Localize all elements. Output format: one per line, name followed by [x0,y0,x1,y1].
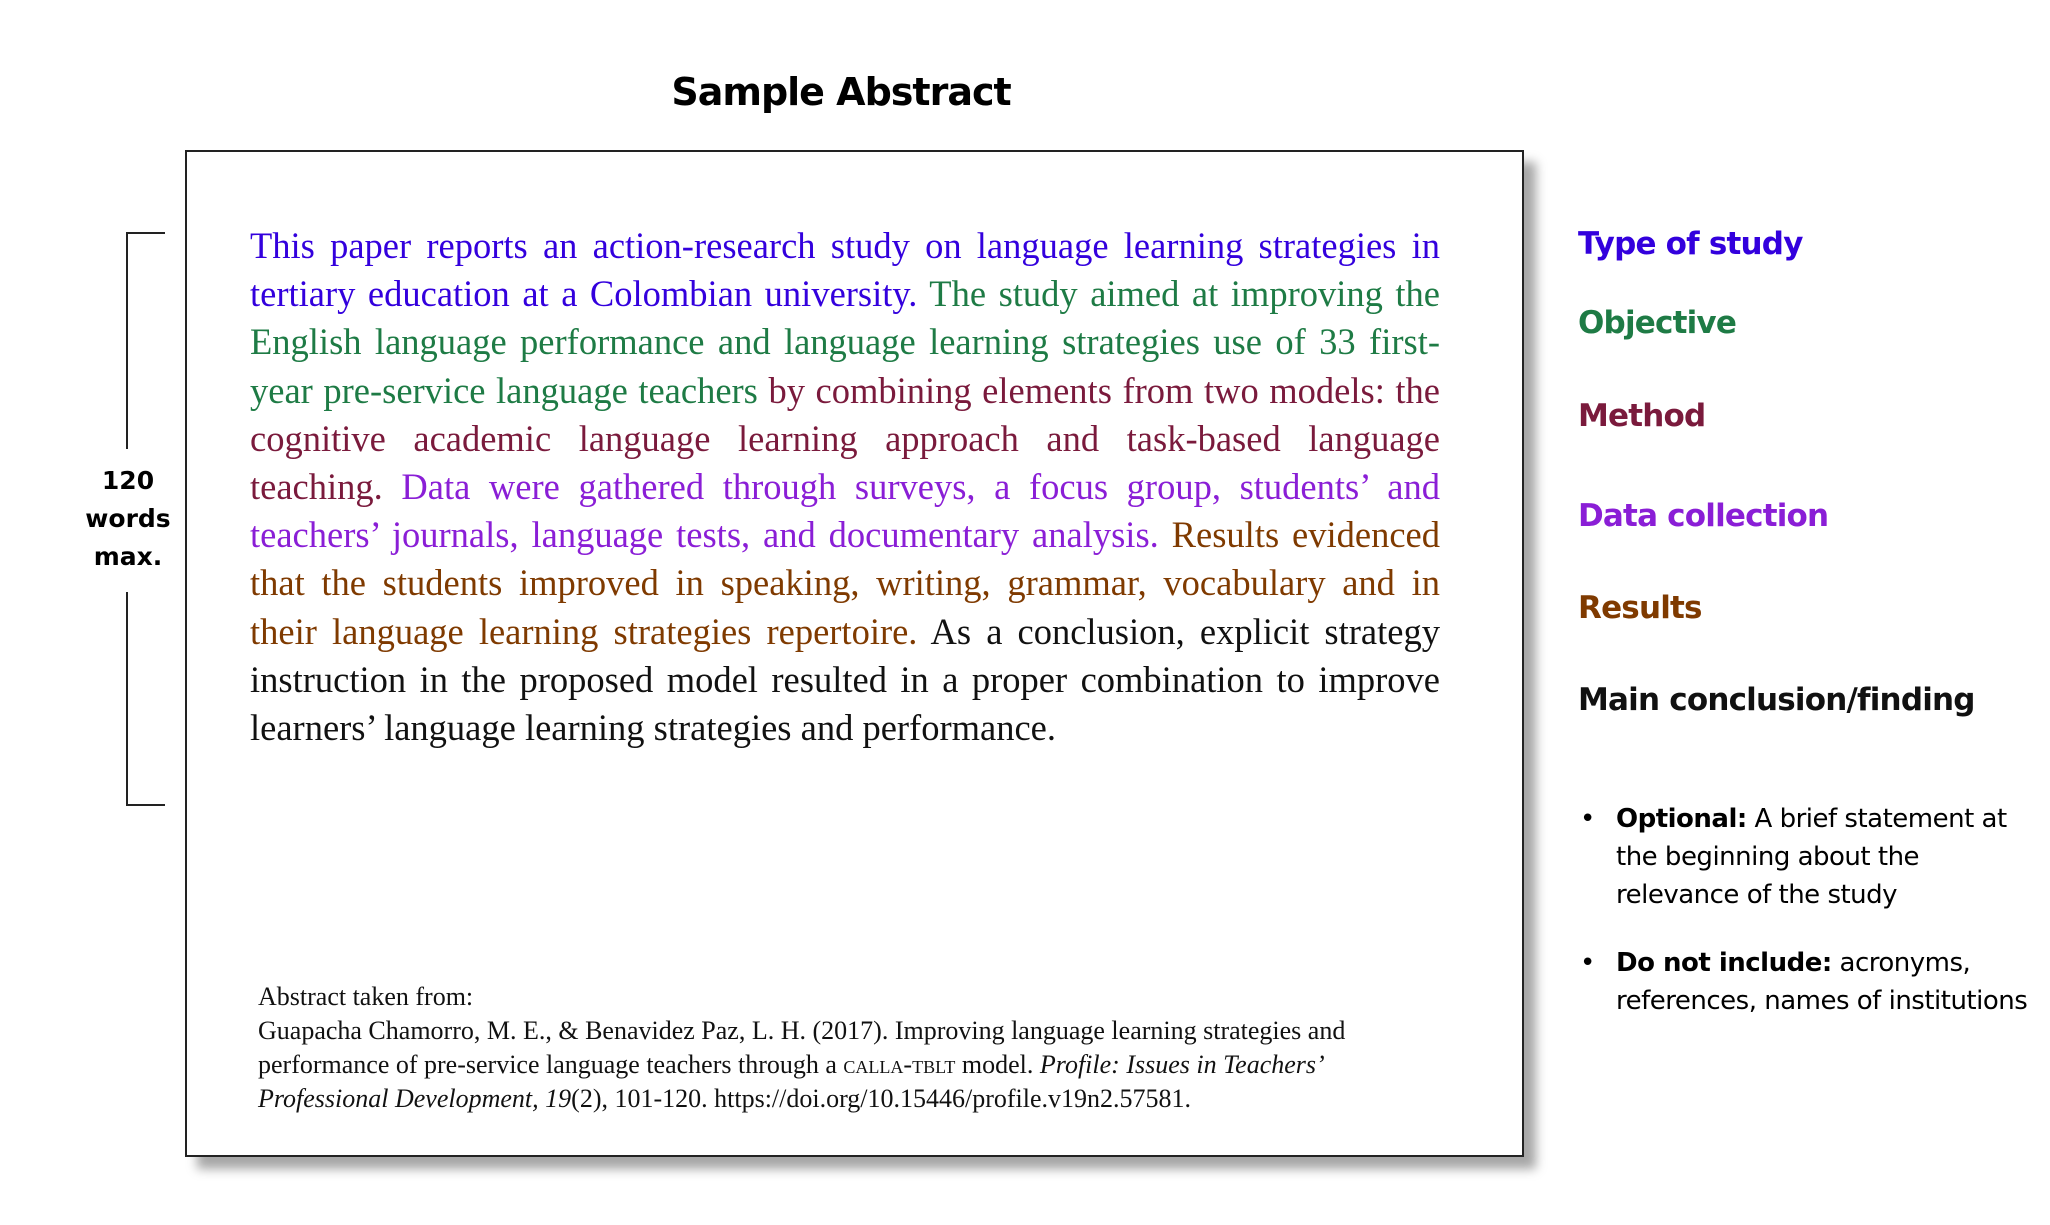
legend-results: Results [1578,590,1703,626]
legend-method: Method [1578,398,1706,434]
note-do-not-include: • Do not include: acronyms, references, n… [1578,944,2038,1020]
word-limit-bracket-bottom [126,592,165,806]
citation-journal: Profile: Issues in Teachers’ Professiona… [258,1050,1322,1113]
citation-intro: Abstract taken from: [258,982,474,1011]
bullet-icon: • [1580,948,1595,978]
legend-objective: Objective [1578,305,1737,341]
citation-reference: Guapacha Chamorro, M. E., & Benavidez Pa… [258,1014,1458,1116]
word-limit-number: 120 [101,466,155,495]
segment-data-collection: Data were gathered through surveys, a fo… [250,466,1440,556]
note-optional: • Optional: A brief statement at the begi… [1578,800,2038,914]
legend-data-collection: Data collection [1578,498,1829,534]
legend-main-conclusion: Main conclusion/finding [1578,682,1976,718]
abstract-box [185,150,1524,1157]
citation-model-word: model. [955,1050,1040,1079]
word-limit-bracket-top [126,232,165,449]
legend-type-of-study: Type of study [1578,226,1803,262]
abstract-text: This paper reports an action-research st… [250,222,1440,752]
segment-type-of-study: This paper reports an action-research st… [250,225,1440,315]
bullet-icon: • [1580,804,1595,834]
note-text: A brief statement at the beginning about… [1616,804,2007,910]
word-limit-label: 120 words max. [68,462,188,576]
citation: Abstract taken from: Guapacha Chamorro, … [258,980,1458,1116]
citation-issue-doi: (2), 101-120. https://doi.org/10.15446/p… [571,1084,1192,1113]
segment-objective: The study aimed at improving the English… [250,273,1440,411]
word-limit-max: max. [93,542,163,571]
note-text: acronyms, references, names of instituti… [1616,948,2028,1016]
citation-authors-title: Guapacha Chamorro, M. E., & Benavidez Pa… [258,1016,1346,1079]
word-limit-words: words [85,504,171,533]
citation-model-name: calla-tblt [843,1050,956,1079]
segment-method: by combining elements from two models: t… [250,369,1440,508]
segment-main-conclusion: As a conclusion, explicit strategy instr… [250,610,1440,749]
page-title: Sample Abstract [671,70,1011,114]
segment-results: Results evidenced that the students impr… [250,514,1440,652]
note-label: Optional: [1616,804,1747,834]
note-label: Do not include: [1616,948,1832,978]
notes-list: • Optional: A brief statement at the begi… [1578,800,2038,1050]
